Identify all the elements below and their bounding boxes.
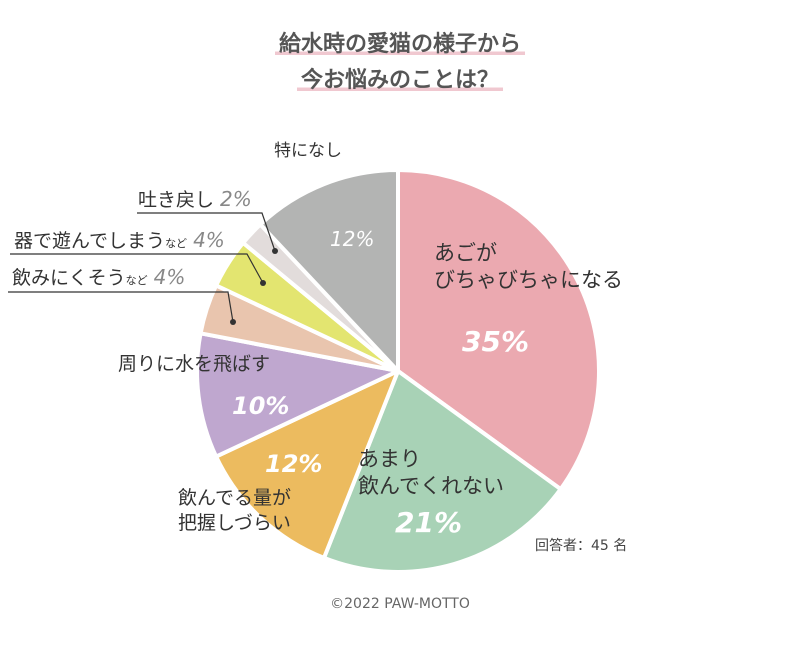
label-text: 飲みにくそう xyxy=(12,267,126,289)
slice-value-7: 12% xyxy=(330,227,375,251)
leader-dot-5 xyxy=(260,280,266,286)
slice-label-0: あごがびちゃびちゃになる xyxy=(434,240,623,295)
label-suffix: など xyxy=(125,274,148,287)
pie-slice-0 xyxy=(396,168,601,492)
label-line: びちゃびちゃになる xyxy=(434,268,623,293)
slice-value-5: 4% xyxy=(193,228,225,252)
pie-slice-1 xyxy=(322,369,563,574)
pie-slice-2 xyxy=(214,369,400,560)
leader-dot-6 xyxy=(272,248,278,254)
copyright: ©2022 PAW-MOTTO xyxy=(330,596,470,612)
slice-label-7: 特になし xyxy=(274,141,342,161)
slice-value-3: 10% xyxy=(232,392,290,420)
slice-label-1: あまり飲んでくれない xyxy=(358,446,504,501)
title-text-1: 給水時の愛猫の様子から xyxy=(274,32,525,57)
pie-slice-3 xyxy=(195,331,400,459)
slice-label-2: 飲んでる量が 把握しづらい xyxy=(178,486,291,535)
slice-label-5: 器で遊んでしまうなど 4% xyxy=(14,227,225,254)
leader-line-6 xyxy=(137,212,276,252)
leader-dot-4 xyxy=(230,319,236,325)
title-text-2: 今お悩みのことは？ xyxy=(296,68,503,93)
leader-line-4 xyxy=(8,291,234,323)
slice-value-4: 4% xyxy=(153,265,186,289)
label-line: あまり xyxy=(358,447,421,471)
label-text: 吐き戻し xyxy=(138,189,215,211)
slice-label-6: 吐き戻し 2% xyxy=(138,186,252,213)
slice-value-0: 35% xyxy=(462,325,530,358)
chart-title-line-2: 今お悩みのことは？ xyxy=(0,62,800,94)
chart-title-line-1: 給水時の愛猫の様子から xyxy=(0,26,800,58)
label-line: あごが xyxy=(434,241,497,265)
label-line: 飲んでる量が xyxy=(178,487,292,509)
slice-label-4: 飲みにくそうなど 4% xyxy=(12,264,185,291)
slice-value-6: 2% xyxy=(220,187,252,211)
pie-slice-7 xyxy=(258,168,400,373)
respondents-note: 回答者：45 名 xyxy=(535,538,628,554)
label-line: 把握しづらい xyxy=(178,511,291,534)
slice-value-2: 12% xyxy=(265,450,323,478)
leader-line-5 xyxy=(10,253,264,284)
label-suffix: など xyxy=(165,237,188,250)
label-line: 飲んでくれない xyxy=(358,474,504,499)
label-text: 器で遊んでしまう xyxy=(14,230,166,252)
slice-label-3: 周りに水を飛ばす xyxy=(118,353,271,375)
slice-value-1: 21% xyxy=(395,506,463,539)
